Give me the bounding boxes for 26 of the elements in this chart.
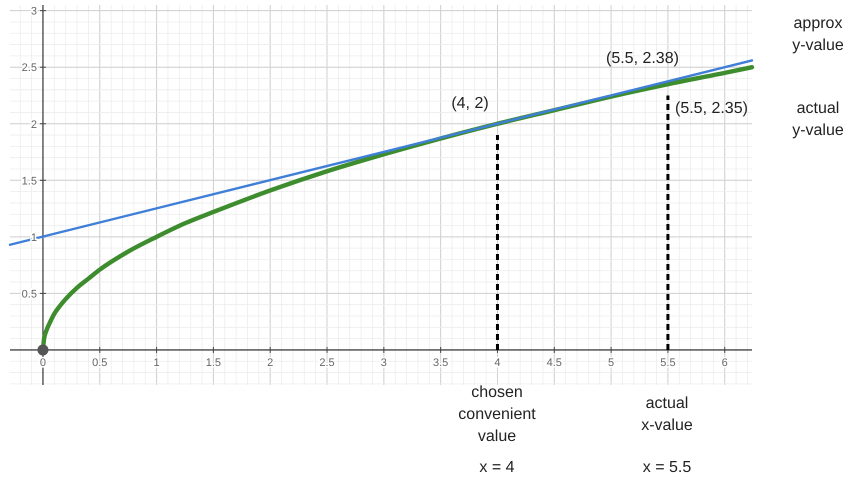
y-tick-label: 0.5 <box>22 288 37 300</box>
y-tick-label: 2.5 <box>22 62 37 74</box>
y-tick-label: 2 <box>30 118 37 131</box>
y-tick-label: 3 <box>30 6 37 18</box>
x-tick-label: 5 <box>608 356 614 369</box>
x-tick-label: 2.5 <box>319 356 335 369</box>
x-tick-label: 5.5 <box>660 356 676 369</box>
text: actual y-value <box>792 100 844 139</box>
annotation: (5.5, 2.35) <box>675 100 748 117</box>
x-tick-label: 4 <box>494 356 501 369</box>
text: x = 4 <box>479 459 515 476</box>
text: actual x-value <box>641 395 693 434</box>
x-tick-label: 2 <box>267 356 274 369</box>
annotation: (4, 2) <box>451 95 489 112</box>
x-tick-label: 4.5 <box>546 356 562 369</box>
x-tick-label: 1.5 <box>206 356 222 369</box>
x-tick-label: 3.5 <box>433 356 448 369</box>
x-tick-label: 1 <box>154 356 160 369</box>
text: x = 5.5 <box>642 459 692 476</box>
annotation: chosen convenient value <box>458 384 536 445</box>
annotation: (5.5, 2.38) <box>606 50 679 67</box>
text: approx y-value <box>792 15 844 54</box>
x-tick-label: 6 <box>722 356 728 369</box>
y-tick-label: 1.5 <box>22 175 37 188</box>
x-tick-label: 0.5 <box>92 356 108 369</box>
x-tick-label: 3 <box>380 356 387 369</box>
